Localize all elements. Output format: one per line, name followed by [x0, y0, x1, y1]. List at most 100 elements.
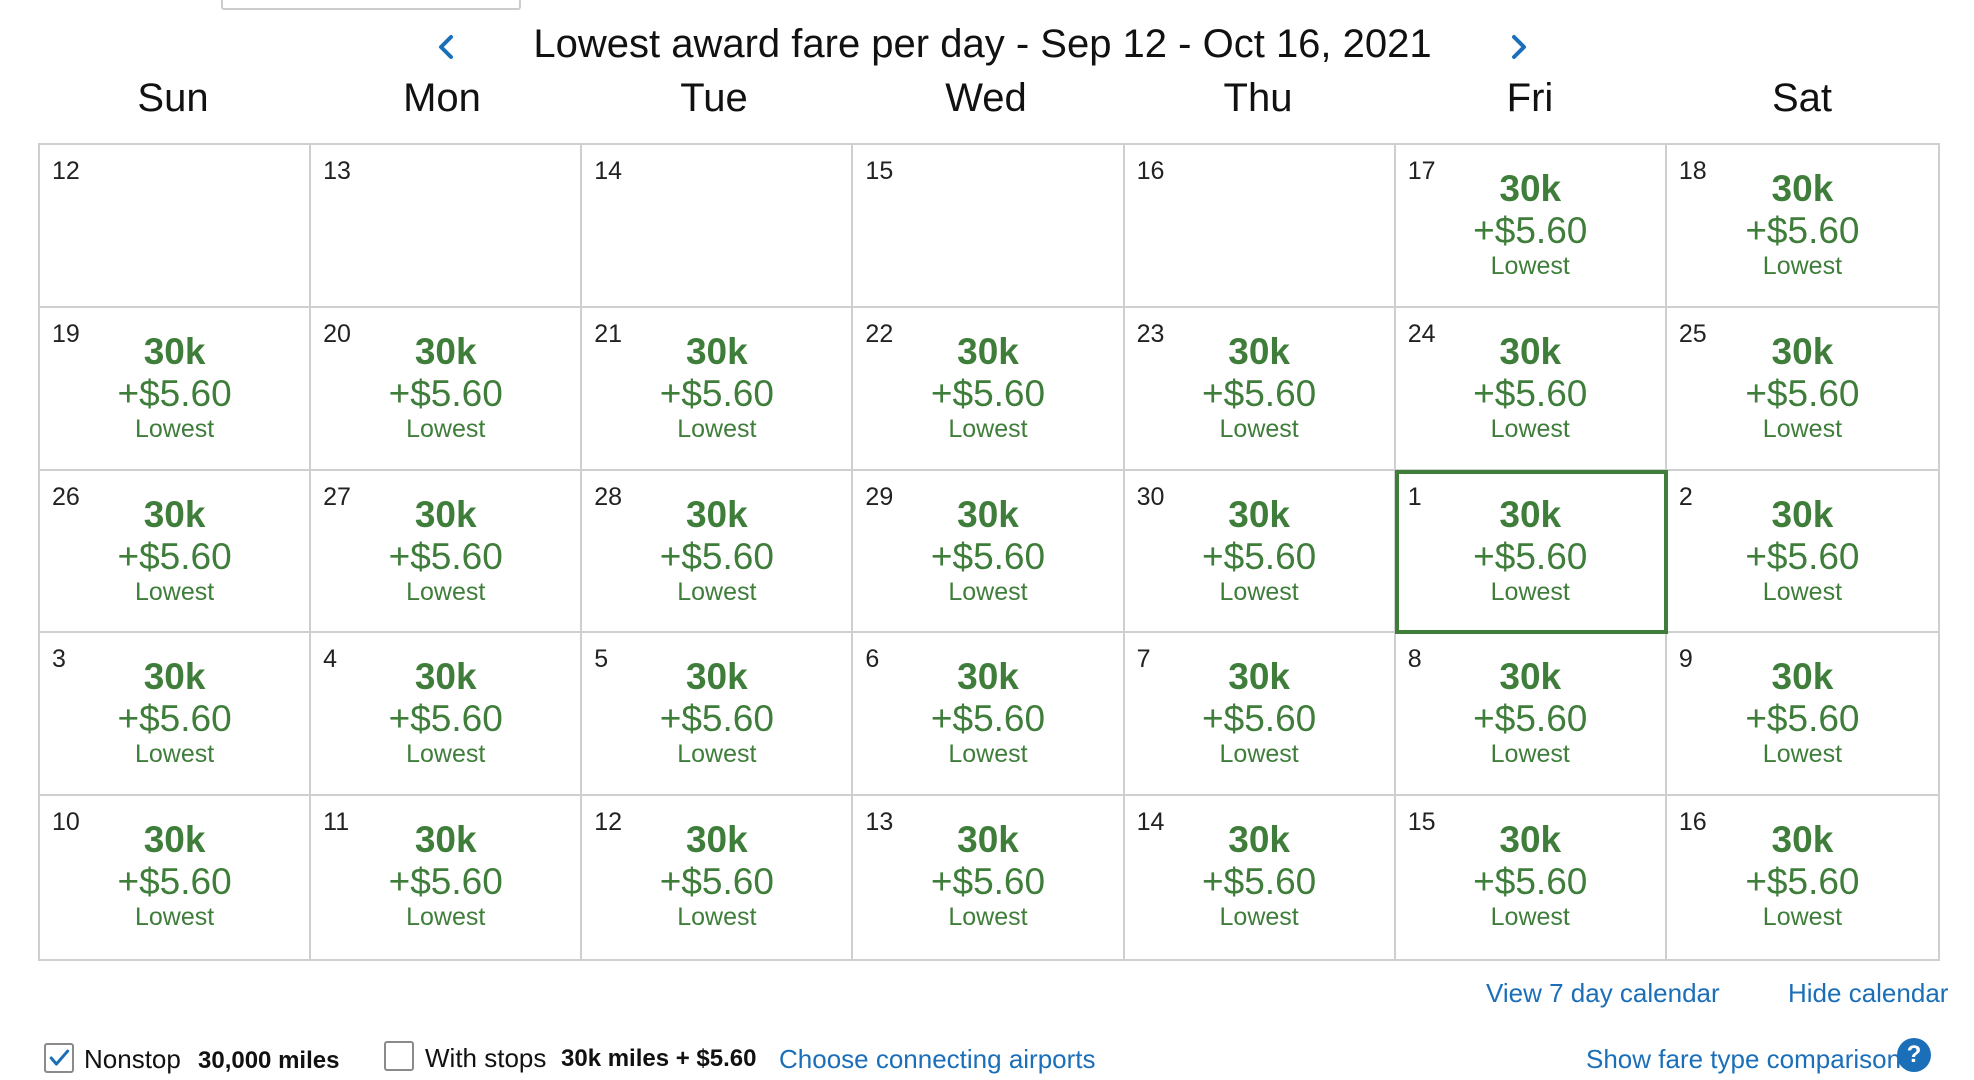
fare-tag: Lowest — [1490, 252, 1570, 280]
cash-price: +$5.60 — [659, 535, 774, 577]
cash-price: +$5.60 — [1745, 698, 1860, 740]
cash-price: +$5.60 — [1473, 210, 1588, 251]
calendar-day-cell[interactable]: 25 30k +$5.60 Lowest — [1666, 307, 1938, 471]
calendar-day-cell[interactable]: 4 30k +$5.60 Lowest — [311, 633, 583, 797]
calendar-day-cell[interactable]: 15 — [853, 145, 1125, 308]
day-number: 16 — [1678, 808, 1707, 837]
calendar-day-cell[interactable]: 20 30k +$5.60 Lowest — [311, 307, 583, 471]
calendar-day-cell-selected[interactable]: 1 30k +$5.60 Lowest — [1394, 469, 1668, 635]
calendar-day-cell[interactable]: 3 30k +$5.60 Lowest — [40, 633, 312, 797]
day-number: 6 — [865, 645, 880, 674]
question-circle-icon[interactable]: ? — [1897, 1038, 1931, 1072]
calendar-day-cell[interactable]: 14 30k +$5.60 Lowest — [1124, 796, 1396, 959]
calendar-day-cell[interactable]: 14 — [582, 145, 854, 308]
day-number: 25 — [1678, 319, 1707, 348]
calendar-day-cell[interactable]: 27 30k +$5.60 Lowest — [311, 470, 583, 634]
miles-price: 30k — [1499, 330, 1562, 372]
fare-info: 30k +$5.60 Lowest — [1667, 655, 1938, 769]
day-number: 15 — [865, 157, 894, 185]
calendar-day-cell[interactable]: 13 30k +$5.60 Lowest — [853, 796, 1125, 959]
cash-price: +$5.60 — [659, 861, 774, 903]
choose-connecting-airports-link[interactable]: Choose connecting airports — [779, 1044, 1096, 1074]
fare-info: 30k +$5.60 Lowest — [1125, 818, 1394, 932]
cash-price: +$5.60 — [1745, 535, 1860, 577]
chevron-right-icon — [1512, 35, 1526, 59]
previous-month-button[interactable] — [424, 24, 468, 70]
fare-info: 30k +$5.60 Lowest — [853, 818, 1122, 932]
day-number: 21 — [594, 319, 623, 348]
miles-price: 30k — [957, 819, 1019, 861]
calendar-day-cell[interactable]: 24 30k +$5.60 Lowest — [1395, 307, 1667, 471]
fare-filter-bar: Nonstop 30,000 miles With stops 30k mile… — [0, 1038, 1974, 1080]
dow-tue: Tue — [680, 76, 748, 120]
fare-tag: Lowest — [677, 903, 757, 932]
calendar-day-cell[interactable]: 8 30k +$5.60 Lowest — [1395, 633, 1667, 797]
nonstop-checkbox[interactable] — [44, 1043, 74, 1073]
cash-price: +$5.60 — [388, 372, 503, 414]
calendar-day-cell[interactable]: 17 30k +$5.60 Lowest — [1395, 145, 1667, 308]
cash-price: +$5.60 — [1473, 861, 1588, 903]
calendar-day-cell[interactable]: 2 30k +$5.60 Lowest — [1666, 470, 1938, 634]
fare-info: 30k +$5.60 Lowest — [1396, 330, 1665, 444]
calendar-day-cell[interactable]: 5 30k +$5.60 Lowest — [582, 633, 854, 797]
miles-price: 30k — [1228, 819, 1290, 861]
cash-price: +$5.60 — [1202, 861, 1317, 903]
calendar-day-cell[interactable]: 18 30k +$5.60 Lowest — [1666, 145, 1938, 308]
hide-calendar-link[interactable]: Hide calendar — [1788, 978, 1949, 1008]
calendar-day-cell[interactable]: 22 30k +$5.60 Lowest — [853, 307, 1125, 471]
day-number: 30 — [1136, 482, 1165, 511]
cash-price: +$5.60 — [659, 372, 774, 414]
fare-tag: Lowest — [677, 740, 757, 769]
day-number: 18 — [1678, 157, 1707, 185]
miles-price: 30k — [143, 330, 206, 372]
fare-info: 30k +$5.60 Lowest — [582, 493, 851, 607]
calendar-day-cell[interactable]: 12 — [40, 145, 312, 308]
fare-tag: Lowest — [1762, 252, 1843, 280]
miles-price: 30k — [1499, 168, 1562, 209]
day-number: 24 — [1407, 319, 1436, 348]
miles-price: 30k — [685, 819, 748, 861]
cash-price: +$5.60 — [388, 861, 503, 903]
calendar-day-cell[interactable]: 12 30k +$5.60 Lowest — [582, 796, 854, 959]
next-month-button[interactable] — [1497, 24, 1541, 70]
calendar-day-cell[interactable]: 30 30k +$5.60 Lowest — [1124, 470, 1396, 634]
calendar-day-cell[interactable]: 29 30k +$5.60 Lowest — [853, 470, 1125, 634]
calendar-day-cell[interactable]: 11 30k +$5.60 Lowest — [311, 796, 583, 959]
calendar-day-cell[interactable]: 13 — [311, 145, 583, 308]
calendar-day-cell[interactable]: 19 30k +$5.60 Lowest — [40, 307, 312, 471]
calendar-day-cell[interactable]: 6 30k +$5.60 Lowest — [853, 633, 1125, 797]
calendar-day-cell[interactable]: 21 30k +$5.60 Lowest — [582, 307, 854, 471]
show-fare-type-comparison-link[interactable]: Show fare type comparison — [1586, 1044, 1902, 1074]
fare-info: 30k +$5.60 Lowest — [853, 655, 1122, 769]
calendar-day-cell[interactable]: 10 30k +$5.60 Lowest — [40, 796, 312, 959]
cash-price: +$5.60 — [1473, 372, 1588, 414]
calendar-day-cell[interactable]: 23 30k +$5.60 Lowest — [1124, 307, 1396, 471]
calendar-day-cell[interactable]: 16 30k +$5.60 Lowest — [1666, 796, 1938, 959]
fare-tag: Lowest — [1490, 577, 1570, 606]
day-number: 2 — [1678, 482, 1693, 511]
view-7-day-calendar-link[interactable]: View 7 day calendar — [1486, 978, 1720, 1008]
day-number: 15 — [1407, 808, 1436, 837]
calendar-day-cell[interactable]: 7 30k +$5.60 Lowest — [1124, 633, 1396, 797]
nonstop-miles-value: 30,000 miles — [198, 1047, 340, 1074]
fare-info: 30k +$5.60 Lowest — [1396, 493, 1665, 607]
fare-info: 30k +$5.60 Lowest — [582, 330, 851, 444]
fare-tag: Lowest — [948, 740, 1028, 769]
calendar-day-cell[interactable]: 26 30k +$5.60 Lowest — [40, 470, 312, 634]
fare-info: 30k +$5.60 Lowest — [1396, 818, 1665, 932]
calendar-day-cell[interactable]: 16 — [1124, 145, 1396, 308]
with-stops-checkbox[interactable] — [384, 1041, 414, 1071]
day-number: 29 — [865, 482, 894, 511]
miles-price: 30k — [1771, 493, 1834, 535]
fare-info: 30k +$5.60 Lowest — [853, 330, 1122, 444]
miles-price: 30k — [957, 656, 1019, 698]
calendar-day-cell[interactable]: 28 30k +$5.60 Lowest — [582, 470, 854, 634]
calendar-day-cell[interactable]: 15 30k +$5.60 Lowest — [1395, 796, 1667, 959]
calendar-day-cell[interactable]: 9 30k +$5.60 Lowest — [1666, 633, 1938, 797]
cash-price: +$5.60 — [388, 698, 503, 740]
day-number: 22 — [865, 319, 894, 348]
cash-price: +$5.60 — [1473, 698, 1588, 740]
fare-tag: Lowest — [134, 903, 215, 932]
day-number: 12 — [594, 808, 623, 837]
miles-price: 30k — [414, 819, 477, 861]
